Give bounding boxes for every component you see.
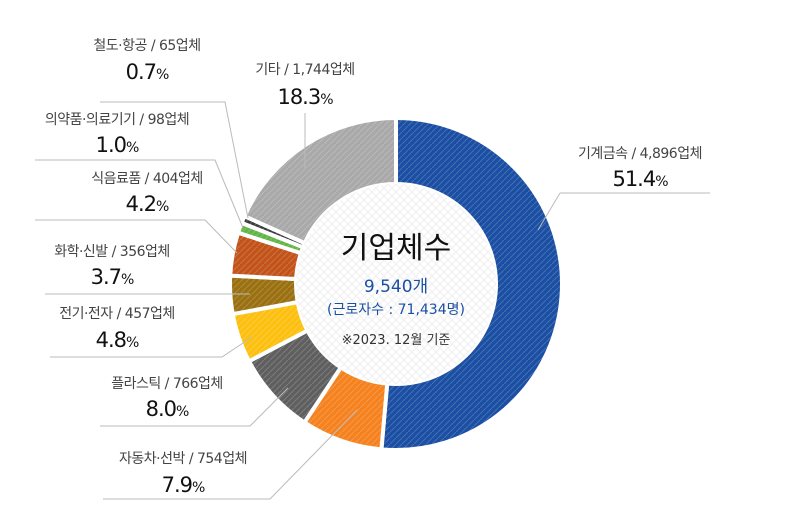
percent-unit: % [126,140,139,156]
leader-line [100,387,289,427]
leader-line [537,192,710,231]
slice-label: 철도·항공 / 65업체 [93,38,200,54]
percent-unit: % [156,67,169,83]
slice-label: 자동차·선박 / 754업체 [119,451,247,467]
slice-label: 플라스틱 / 766업체 [111,376,223,392]
slice-label: 기계금속 / 4,896업체 [578,146,702,162]
slice-1-texture [304,367,388,450]
slice-3-texture [232,302,308,362]
slice-percent: 4.2% [126,192,169,216]
percent-unit: % [176,404,189,420]
slice-4-texture [230,275,298,315]
slice-label: 식음료품 / 404업체 [91,171,203,187]
slice-2-texture [249,330,341,423]
slice-label: 의약품·의료기기 / 98업체 [45,112,189,128]
donut-center [296,184,496,384]
slice-label: 전기·전자 / 457업체 [59,306,175,322]
center-workers: (근로자수 : 71,434명) [327,302,465,318]
slice-5-texture [230,232,301,279]
percent-unit: % [121,272,134,288]
leader-line [35,159,244,229]
center-title: 기업체수 [341,231,451,266]
percent-unit: % [126,335,139,351]
slice-percent: 18.3% [277,85,333,109]
percent-unit: % [156,199,169,215]
leader-line [35,219,238,254]
slice-percent: 1.0% [96,133,139,157]
slice-8-texture [244,118,396,244]
center-total: 9,540개 [364,277,428,297]
slice-percent: 4.8% [96,328,139,352]
slice-percent: 8.0% [146,397,189,421]
percent-unit: % [192,480,205,496]
slice-label: 기타 / 1,744업체 [255,62,354,78]
slice-0-texture [381,118,562,450]
center-note: ※2023. 12월 기준 [342,333,451,348]
slice-percent: 0.7% [126,60,169,84]
slice-percent: 51.4% [612,167,668,191]
slice-percent: 3.7% [91,265,134,289]
leader-line [103,409,358,500]
percent-unit: % [320,92,333,108]
slice-label: 화학·신발 / 356업체 [54,244,170,260]
slice-6-texture [238,222,304,254]
leader-line [100,101,249,219]
slice-percent: 7.9% [162,473,205,497]
percent-unit: % [655,174,668,190]
leader-line [50,336,253,358]
